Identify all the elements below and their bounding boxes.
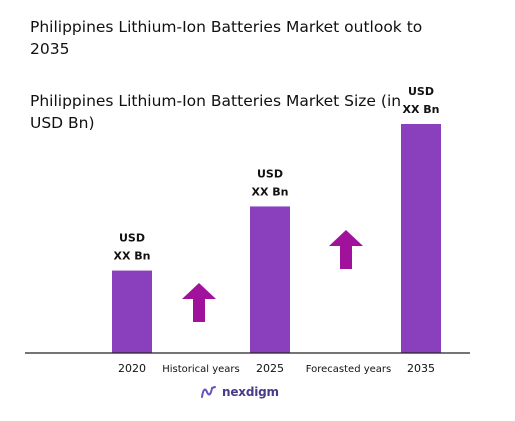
brand-name: nexdigm [222,385,279,399]
bar-2020 [112,270,152,353]
growth-arrow-icon [329,230,363,269]
x-tick-label-2035: 2035 [407,362,435,375]
bar-data-label: XX Bn [113,250,150,263]
bar-data-label: XX Bn [402,103,439,116]
chart-title: Philippines Lithium-Ion Batteries Market… [30,18,423,58]
chart-subtitle: Philippines Lithium-Ion Batteries Market… [30,92,402,132]
x-tick-label-2020: 2020 [118,362,146,375]
bar-2035 [401,124,441,353]
growth-arrow-icon [182,283,216,322]
bar-data-label: USD [408,85,434,98]
nexdigm-logo-icon [201,386,216,398]
bar-2025 [250,206,290,353]
period-label: Historical years [162,364,240,375]
bar-data-label: USD [119,232,145,245]
bar-data-label: USD [257,167,283,180]
x-tick-label-2025: 2025 [256,362,284,375]
bar-data-label: XX Bn [251,185,288,198]
period-label: Forecasted years [306,364,392,375]
brand-logo: nexdigm [200,382,279,402]
